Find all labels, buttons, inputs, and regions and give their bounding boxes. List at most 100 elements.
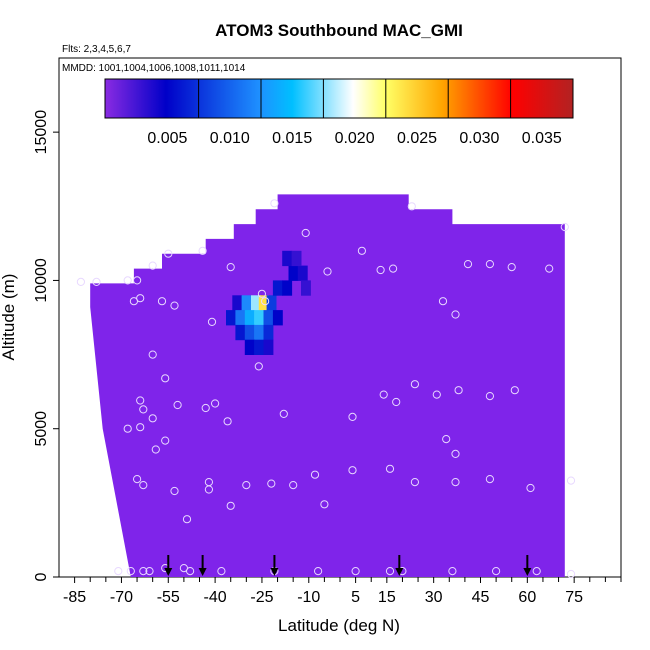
sample-point <box>170 301 179 310</box>
sample-point <box>242 481 251 490</box>
x-tick-label: 60 <box>518 589 536 606</box>
flight-arrow <box>395 555 404 576</box>
sample-point <box>157 297 167 306</box>
sample-point <box>545 264 554 273</box>
sample-point <box>217 567 226 576</box>
heatmap-cell <box>251 295 261 311</box>
sample-point <box>267 479 276 488</box>
sample-point <box>351 567 360 576</box>
sample-point <box>451 449 460 458</box>
x-tick-label: 75 <box>565 589 583 606</box>
flight-arrow <box>164 555 173 576</box>
sample-point <box>133 475 142 484</box>
sample-point <box>451 478 460 487</box>
y-tick-label: 15000 <box>33 110 50 155</box>
sample-point <box>566 569 576 579</box>
sample-point <box>289 481 298 490</box>
sample-point <box>161 374 170 383</box>
sample-point <box>410 478 419 487</box>
colorbar-tick-label: 0.010 <box>210 130 250 147</box>
heatmap-cell <box>258 295 269 311</box>
heatmap-cell <box>297 265 308 281</box>
sample-point <box>170 486 179 496</box>
colorbar-gradient <box>104 78 574 119</box>
sample-point <box>139 567 148 576</box>
sample-point <box>510 386 519 395</box>
sample-point <box>223 417 232 426</box>
sample-point <box>407 202 416 211</box>
sample-point <box>211 399 220 408</box>
heatmap-cell <box>244 339 255 355</box>
sample-point <box>526 483 535 493</box>
sample-point <box>314 567 323 576</box>
colorbar-tick-label: 0.020 <box>335 130 375 147</box>
sample-point <box>198 246 207 255</box>
data-field-domain <box>90 194 565 577</box>
sample-point <box>532 567 541 576</box>
colorbar-tick-label: 0.015 <box>272 130 312 147</box>
sample-point <box>301 228 310 238</box>
sample-point <box>92 277 101 286</box>
sample-point <box>357 246 366 255</box>
heatmap-cell <box>263 339 274 355</box>
x-tick-label: 45 <box>472 589 490 606</box>
chart-title: ATOM3 Southbound MAC_GMI <box>215 21 463 40</box>
sample-point <box>207 317 217 326</box>
sample-point <box>320 500 329 509</box>
sample-point <box>438 297 448 306</box>
sample-point <box>123 276 132 285</box>
heatmap-cell <box>244 324 255 341</box>
y-tick-label: 10000 <box>33 258 50 303</box>
sample-point <box>485 475 494 484</box>
flight-arrow <box>198 555 207 576</box>
x-tick-label: 15 <box>378 589 396 606</box>
colorbar-tick-label: 0.025 <box>397 130 437 147</box>
heatmap-cell <box>288 265 299 281</box>
hotspot-cells <box>226 250 311 355</box>
sample-point <box>114 567 123 576</box>
sample-point <box>123 424 132 433</box>
colorbar-tick-label: 0.030 <box>459 130 499 147</box>
sample-point <box>133 276 142 285</box>
sample-point <box>389 264 398 273</box>
heatmap-cell <box>266 295 277 311</box>
sample-point <box>310 470 320 479</box>
sample-point <box>139 405 148 414</box>
sample-point <box>270 199 279 208</box>
colorbar-tick-label: 0.035 <box>522 130 562 147</box>
sample-point <box>136 396 145 405</box>
sample-point <box>164 249 173 258</box>
heatmap-cell <box>254 310 264 326</box>
sample-point <box>376 265 385 275</box>
sample-point <box>348 412 357 421</box>
sample-point <box>148 414 157 423</box>
sample-point <box>126 567 135 576</box>
sample-point <box>145 567 154 576</box>
sample-point <box>348 466 357 475</box>
sample-point <box>226 263 235 272</box>
x-tick-label: -55 <box>157 589 180 606</box>
colorbar-tick-label: 0.005 <box>147 130 187 147</box>
x-tick-label: -40 <box>204 589 227 606</box>
x-axis: -85 -70 -55 -40 -25 -10 5 15 30 45 60 75 <box>63 577 622 606</box>
sample-point <box>385 464 395 473</box>
heatmap-cell <box>291 250 302 267</box>
sample-point <box>448 567 457 576</box>
sample-point <box>485 392 494 401</box>
sample-point <box>451 310 460 319</box>
heatmap-cell <box>241 295 252 311</box>
sample-point <box>148 350 157 359</box>
sample-point <box>410 380 419 389</box>
x-axis-label: Latitude (deg N) <box>278 616 400 635</box>
y-axis-label: Altitude (m) <box>0 274 18 361</box>
sample-point <box>454 386 463 395</box>
heatmap-cell <box>254 339 264 355</box>
sample-point <box>151 445 160 454</box>
dates-subtitle: MMDD: 1001,1004,1006,1008,1011,1014 <box>62 63 246 74</box>
sample-point <box>257 289 266 298</box>
flight-arrows <box>164 555 532 576</box>
sample-point <box>204 485 213 494</box>
colorbar: 0.005 0.010 0.015 0.020 0.025 0.030 0.035 <box>104 78 574 147</box>
x-tick-label: 30 <box>425 589 443 606</box>
